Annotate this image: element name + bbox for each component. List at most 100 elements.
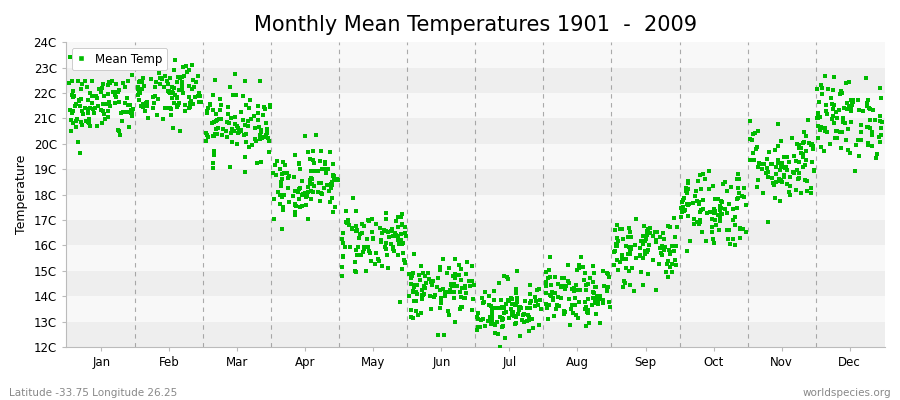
Point [458, 290, 473, 296]
Point [478, 323, 492, 329]
Point [224, 130, 238, 136]
Point [668, 234, 682, 240]
Point [86, 78, 100, 84]
Point [207, 147, 221, 154]
Point [70, 78, 85, 84]
Point [580, 281, 595, 288]
Point [233, 127, 248, 133]
Point [83, 122, 97, 129]
Point [201, 105, 215, 112]
Point [714, 211, 728, 217]
Point [309, 132, 323, 138]
Point [842, 78, 857, 85]
Point [834, 88, 849, 95]
Point [122, 102, 137, 109]
Point [378, 244, 392, 251]
Point [608, 248, 622, 255]
Point [426, 278, 440, 284]
Point [802, 139, 816, 146]
Point [271, 189, 285, 195]
Point [485, 311, 500, 318]
Point [112, 87, 126, 93]
Point [707, 196, 722, 202]
Point [755, 160, 770, 167]
Point [658, 244, 672, 250]
Point [823, 140, 837, 147]
Point [662, 274, 676, 281]
Point [339, 218, 354, 225]
Point [675, 199, 689, 205]
Point [444, 281, 458, 287]
Point [136, 101, 150, 107]
Point [674, 204, 688, 211]
Point [680, 201, 694, 207]
Point [410, 298, 424, 304]
Point [243, 116, 257, 122]
Point [526, 324, 540, 331]
Point [302, 180, 317, 187]
Point [759, 170, 773, 177]
Point [635, 232, 650, 239]
Point [101, 108, 115, 114]
Point [693, 209, 707, 215]
Point [874, 132, 888, 138]
Point [453, 305, 467, 312]
Point [324, 185, 338, 191]
Point [410, 290, 425, 297]
Point [817, 148, 832, 154]
Point [568, 302, 582, 308]
Point [578, 270, 592, 276]
Point [325, 182, 339, 188]
Point [731, 171, 745, 178]
Point [833, 145, 848, 151]
Point [850, 97, 865, 104]
Point [67, 87, 81, 94]
Point [446, 288, 461, 295]
Point [254, 126, 268, 133]
Point [206, 133, 220, 140]
Point [71, 97, 86, 103]
Point [845, 99, 859, 106]
Point [543, 292, 557, 298]
Point [540, 305, 554, 311]
Point [304, 180, 319, 187]
Point [779, 166, 794, 173]
Point [836, 115, 850, 121]
Point [872, 113, 886, 120]
Point [504, 306, 518, 312]
Point [208, 131, 222, 138]
Point [766, 180, 780, 186]
Point [582, 320, 597, 326]
Point [287, 174, 302, 180]
Point [764, 175, 778, 182]
Point [639, 235, 653, 242]
Point [402, 270, 417, 277]
Point [209, 126, 223, 132]
Point [114, 118, 129, 124]
Point [338, 244, 352, 250]
Point [842, 150, 857, 157]
Point [856, 108, 870, 114]
Point [670, 224, 684, 230]
Point [374, 239, 388, 246]
Point [739, 202, 753, 208]
Point [213, 102, 228, 108]
Point [64, 91, 78, 98]
Point [211, 125, 225, 132]
Point [454, 277, 468, 283]
Point [322, 148, 337, 155]
Point [209, 110, 223, 117]
Point [438, 293, 453, 300]
Point [491, 330, 505, 337]
Point [318, 159, 332, 166]
Point [830, 134, 844, 141]
Point [336, 252, 350, 259]
Point [652, 245, 667, 251]
Point [778, 154, 792, 160]
Point [220, 134, 235, 140]
Point [287, 152, 302, 158]
Point [622, 268, 636, 274]
Point [770, 143, 785, 150]
Point [241, 122, 256, 129]
Point [611, 267, 625, 274]
